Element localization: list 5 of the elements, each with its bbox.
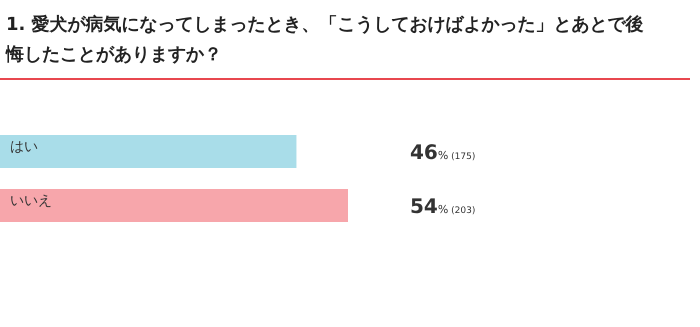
chart-title: 1. 愛犬が病気になってしまったとき、「こうしておけばよかった」とあとで後悔したことがありますか？ xyxy=(6,13,645,67)
data-label: 54% (203) xyxy=(410,194,476,218)
y-tick-label: いいえ xyxy=(10,193,52,209)
data-label: 46% (175) xyxy=(410,140,476,164)
y-tick-label: はい xyxy=(10,139,38,155)
